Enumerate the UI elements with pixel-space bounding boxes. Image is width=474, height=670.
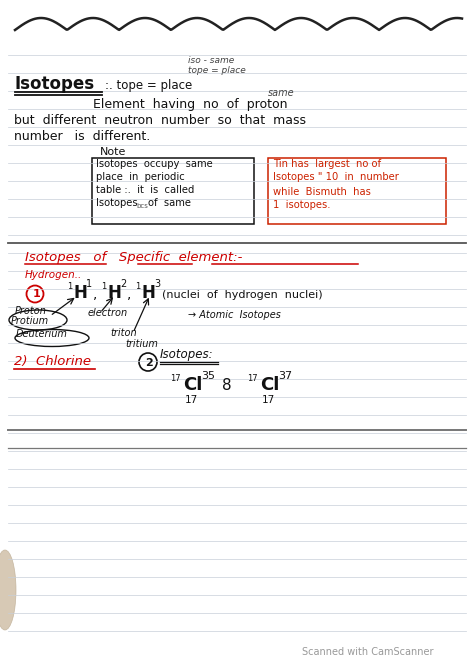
Text: Tin has  largest  no of: Tin has largest no of	[273, 159, 381, 169]
Text: (nuclei  of  hydrogen  nuclei): (nuclei of hydrogen nuclei)	[162, 290, 323, 300]
Text: Cl: Cl	[260, 376, 279, 394]
Text: same: same	[268, 88, 295, 98]
Text: tritium: tritium	[125, 339, 158, 349]
FancyBboxPatch shape	[268, 158, 446, 224]
Text: Cl: Cl	[183, 376, 202, 394]
Text: bcs: bcs	[136, 203, 148, 209]
Text: iso - same: iso - same	[188, 56, 234, 65]
FancyBboxPatch shape	[92, 158, 254, 224]
Text: Protium: Protium	[11, 316, 49, 326]
Text: Proton: Proton	[15, 306, 47, 316]
Text: 1: 1	[67, 282, 72, 291]
Text: tope = place: tope = place	[188, 66, 246, 75]
Text: Note: Note	[100, 147, 127, 157]
Text: Isotopes:: Isotopes:	[160, 348, 214, 361]
Text: number   is  different.: number is different.	[14, 130, 150, 143]
Text: table :.  it  is  called: table :. it is called	[96, 185, 194, 195]
Text: H: H	[142, 284, 156, 302]
Text: Scanned with CamScanner: Scanned with CamScanner	[302, 647, 434, 657]
Text: 37: 37	[278, 371, 292, 381]
Text: 2: 2	[120, 279, 126, 289]
Text: while  Bismuth  has: while Bismuth has	[273, 187, 371, 197]
Text: Isotopes: Isotopes	[96, 198, 137, 208]
Text: ,: ,	[93, 287, 97, 301]
Text: 17: 17	[247, 374, 258, 383]
Text: H: H	[108, 284, 122, 302]
Text: → Atomic  Isotopes: → Atomic Isotopes	[188, 310, 281, 320]
Text: H: H	[74, 284, 88, 302]
Text: 17: 17	[262, 395, 275, 405]
Text: Isotopes   of   Specific  element:-: Isotopes of Specific element:-	[25, 251, 242, 264]
Text: Isotopes: Isotopes	[15, 75, 95, 93]
Text: Isotopes  occupy  same: Isotopes occupy same	[96, 159, 213, 169]
Text: 17: 17	[185, 395, 198, 405]
Text: ,: ,	[127, 287, 131, 301]
Text: 17: 17	[170, 374, 181, 383]
Text: 1: 1	[33, 289, 40, 299]
Text: 1: 1	[86, 279, 92, 289]
Text: but  different  neutron  number  so  that  mass: but different neutron number so that mas…	[14, 114, 306, 127]
Text: :. tope = place: :. tope = place	[105, 79, 192, 92]
Text: triton: triton	[110, 328, 137, 338]
Text: electron: electron	[88, 308, 128, 318]
Text: 2)  Chlorine: 2) Chlorine	[14, 355, 91, 368]
Text: of  same: of same	[148, 198, 191, 208]
Text: Deuterium: Deuterium	[16, 329, 68, 339]
Text: 3: 3	[154, 279, 160, 289]
Ellipse shape	[0, 550, 16, 630]
Text: 1: 1	[135, 282, 140, 291]
Text: place  in  periodic: place in periodic	[96, 172, 185, 182]
Text: 35: 35	[201, 371, 215, 381]
Text: 8: 8	[222, 378, 232, 393]
Text: Hydrogen..: Hydrogen..	[25, 270, 82, 280]
Text: 1: 1	[101, 282, 106, 291]
Text: Isotopes " 10  in  number: Isotopes " 10 in number	[273, 172, 399, 182]
Text: 2: 2	[146, 358, 153, 368]
Text: 1  isotopes.: 1 isotopes.	[273, 200, 330, 210]
Text: Element  having  no  of  proton: Element having no of proton	[93, 98, 288, 111]
